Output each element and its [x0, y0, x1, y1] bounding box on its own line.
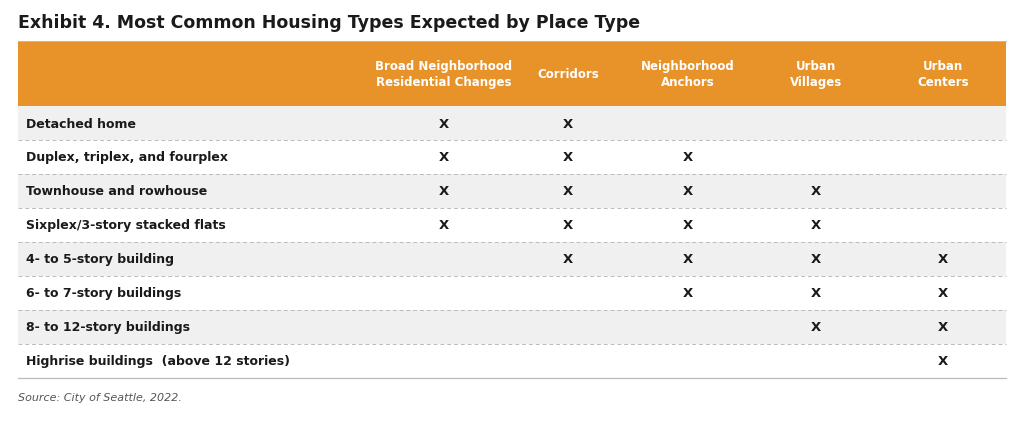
Text: 8- to 12-story buildings: 8- to 12-story buildings [26, 321, 190, 334]
Text: X: X [563, 185, 573, 198]
Text: X: X [811, 321, 821, 334]
Text: X: X [683, 185, 693, 198]
FancyBboxPatch shape [18, 310, 1006, 344]
FancyBboxPatch shape [18, 242, 1006, 276]
Text: X: X [683, 219, 693, 232]
Text: X: X [563, 253, 573, 266]
Text: Highrise buildings  (above 12 stories): Highrise buildings (above 12 stories) [26, 355, 290, 368]
Text: X: X [563, 151, 573, 164]
Text: Source: City of Seattle, 2022.: Source: City of Seattle, 2022. [18, 392, 182, 402]
Text: Exhibit 4. Most Common Housing Types Expected by Place Type: Exhibit 4. Most Common Housing Types Exp… [18, 14, 640, 32]
Text: X: X [811, 219, 821, 232]
FancyBboxPatch shape [18, 141, 1006, 175]
Text: X: X [811, 185, 821, 198]
Text: 4- to 5-story building: 4- to 5-story building [26, 253, 174, 266]
Text: X: X [438, 117, 449, 130]
FancyBboxPatch shape [18, 276, 1006, 310]
Text: X: X [438, 185, 449, 198]
Text: Townhouse and rowhouse: Townhouse and rowhouse [26, 185, 207, 198]
Text: Duplex, triplex, and fourplex: Duplex, triplex, and fourplex [26, 151, 228, 164]
Text: Corridors: Corridors [538, 68, 599, 81]
Text: X: X [683, 253, 693, 266]
Text: X: X [811, 253, 821, 266]
FancyBboxPatch shape [18, 107, 1006, 141]
Text: X: X [438, 151, 449, 164]
FancyBboxPatch shape [18, 208, 1006, 242]
Text: Detached home: Detached home [26, 117, 136, 130]
Text: X: X [438, 219, 449, 232]
Text: Broad Neighborhood
Residential Changes: Broad Neighborhood Residential Changes [375, 60, 512, 89]
Text: X: X [938, 253, 948, 266]
FancyBboxPatch shape [18, 42, 1006, 107]
Text: X: X [563, 117, 573, 130]
Text: X: X [938, 287, 948, 300]
Text: X: X [938, 355, 948, 368]
Text: Sixplex/3-story stacked flats: Sixplex/3-story stacked flats [26, 219, 225, 232]
Text: X: X [683, 287, 693, 300]
Text: X: X [938, 321, 948, 334]
Text: X: X [811, 287, 821, 300]
Text: Neighborhood
Anchors: Neighborhood Anchors [641, 60, 735, 89]
FancyBboxPatch shape [18, 175, 1006, 208]
FancyBboxPatch shape [18, 344, 1006, 378]
Text: X: X [683, 151, 693, 164]
Text: 6- to 7-story buildings: 6- to 7-story buildings [26, 287, 181, 300]
Text: Urban
Centers: Urban Centers [916, 60, 969, 89]
Text: Urban
Villages: Urban Villages [791, 60, 843, 89]
Text: X: X [563, 219, 573, 232]
